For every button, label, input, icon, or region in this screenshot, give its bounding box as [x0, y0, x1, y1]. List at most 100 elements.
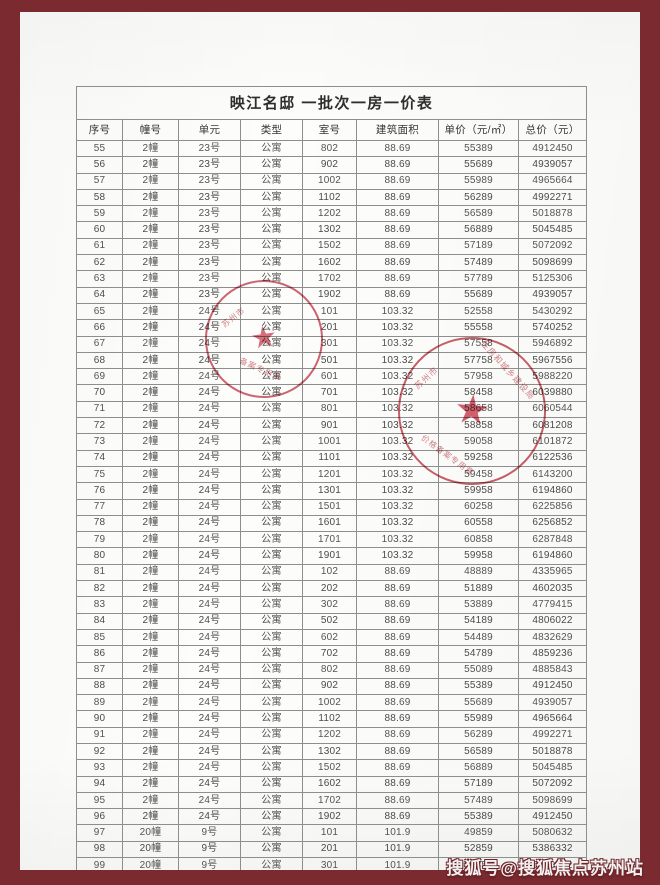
cell-r17-c7: 6081208 — [517, 417, 588, 435]
cell-r1-c0: 56 — [76, 156, 123, 174]
cell-r15-c6: 58458 — [438, 384, 519, 402]
cell-r23-c3: 公寓 — [240, 514, 303, 533]
cell-r26-c2: 24号 — [178, 563, 241, 582]
table-row: 95 2幢 24号 公寓 1702 88.69 57489 5098699 — [76, 791, 588, 810]
cell-r43-c4: 201 — [302, 840, 357, 859]
cell-r20-c6: 59458 — [438, 465, 519, 484]
cell-r10-c7: 5430292 — [517, 302, 588, 321]
cell-r28-c2: 24号 — [178, 596, 241, 614]
cell-r31-c7: 4859236 — [517, 645, 588, 663]
cell-r20-c0: 75 — [76, 465, 123, 484]
cell-r40-c4: 1702 — [302, 791, 357, 810]
cell-r1-c3: 公寓 — [240, 156, 303, 174]
table-row: 64 2幢 23号 公寓 1902 88.69 55689 4939057 — [76, 286, 588, 304]
cell-r25-c1: 2幢 — [122, 547, 179, 565]
cell-r16-c7: 6060544 — [517, 400, 588, 419]
cell-r22-c4: 1501 — [302, 498, 357, 516]
cell-r24-c5: 103.32 — [356, 531, 439, 549]
cell-r25-c7: 6194860 — [517, 547, 588, 565]
table-row: 91 2幢 24号 公寓 1202 88.69 56289 4992271 — [76, 726, 588, 744]
cell-r21-c4: 1301 — [302, 482, 357, 500]
table-row: 87 2幢 24号 公寓 802 88.69 55089 4885843 — [76, 661, 588, 679]
cell-r7-c4: 1602 — [302, 254, 357, 272]
table-row: 89 2幢 24号 公寓 1002 88.69 55689 4939057 — [76, 694, 588, 712]
table-row: 97 20幢 9号 公寓 101 101.9 49859 5080632 — [76, 824, 588, 842]
cell-r24-c0: 79 — [76, 531, 123, 549]
cell-r8-c3: 公寓 — [240, 270, 303, 288]
cell-r32-c6: 55089 — [438, 661, 519, 679]
cell-r24-c1: 2幢 — [122, 531, 179, 549]
cell-r22-c1: 2幢 — [122, 498, 179, 516]
table-row: 93 2幢 24号 公寓 1502 88.69 56889 5045485 — [76, 759, 588, 777]
cell-r36-c7: 4992271 — [517, 726, 588, 744]
cell-r2-c3: 公寓 — [240, 172, 303, 190]
cell-r29-c0: 84 — [76, 612, 123, 630]
cell-r6-c5: 88.69 — [356, 237, 439, 256]
cell-r40-c3: 公寓 — [240, 791, 303, 810]
cell-r42-c7: 5080632 — [517, 824, 588, 842]
cell-r3-c6: 56289 — [438, 188, 519, 207]
cell-r26-c0: 81 — [76, 563, 123, 582]
cell-r5-c3: 公寓 — [240, 221, 303, 239]
column-header-6: 单价（元/㎡） — [438, 119, 519, 141]
cell-r7-c7: 5098699 — [517, 254, 588, 272]
cell-r35-c4: 1102 — [302, 710, 357, 728]
cell-r1-c5: 88.69 — [356, 156, 439, 174]
table-row: 66 2幢 24号 公寓 201 103.32 55558 5740252 — [76, 319, 588, 337]
cell-r28-c1: 2幢 — [122, 596, 179, 614]
cell-r22-c2: 24号 — [178, 498, 241, 516]
cell-r39-c5: 88.69 — [356, 775, 439, 793]
document-title: 映江名邸 一批次一房一价表 — [75, 86, 588, 120]
cell-r17-c6: 58858 — [438, 417, 519, 435]
cell-r37-c1: 2幢 — [122, 742, 179, 761]
cell-r41-c2: 24号 — [178, 808, 241, 826]
cell-r36-c1: 2幢 — [122, 726, 179, 744]
cell-r10-c0: 65 — [76, 302, 123, 321]
cell-r11-c2: 24号 — [178, 319, 241, 337]
cell-r24-c4: 1701 — [302, 531, 357, 549]
cell-r9-c3: 公寓 — [240, 286, 303, 304]
cell-r1-c6: 55689 — [438, 156, 519, 174]
cell-r32-c5: 88.69 — [356, 661, 439, 679]
cell-r1-c4: 902 — [302, 156, 357, 174]
cell-r4-c6: 56589 — [438, 205, 519, 223]
cell-r16-c4: 801 — [302, 400, 357, 419]
cell-r44-c2: 9号 — [178, 857, 241, 870]
table-row: 75 2幢 24号 公寓 1201 103.32 59458 6143200 — [76, 465, 588, 484]
cell-r13-c6: 57758 — [438, 351, 519, 370]
cell-r29-c2: 24号 — [178, 612, 241, 630]
cell-r5-c6: 56889 — [438, 221, 519, 239]
cell-r31-c5: 88.69 — [356, 645, 439, 663]
cell-r43-c5: 101.9 — [356, 840, 439, 859]
cell-r28-c6: 53889 — [438, 596, 519, 614]
cell-r36-c3: 公寓 — [240, 726, 303, 744]
cell-r4-c7: 5018878 — [517, 205, 588, 223]
cell-r18-c5: 103.32 — [356, 433, 439, 451]
cell-r40-c0: 95 — [76, 791, 123, 810]
cell-r32-c2: 24号 — [178, 661, 241, 679]
cell-r27-c1: 2幢 — [122, 580, 179, 598]
cell-r20-c3: 公寓 — [240, 465, 303, 484]
cell-r3-c3: 公寓 — [240, 188, 303, 207]
table-row: 74 2幢 24号 公寓 1101 103.32 59258 6122536 — [76, 449, 588, 467]
cell-r24-c7: 6287848 — [517, 531, 588, 549]
table-row: 70 2幢 24号 公寓 701 103.32 58458 6039880 — [76, 384, 588, 402]
cell-r0-c3: 公寓 — [240, 139, 303, 158]
cell-r28-c0: 83 — [76, 596, 123, 614]
cell-r2-c1: 2幢 — [122, 172, 179, 190]
cell-r15-c1: 2幢 — [122, 384, 179, 402]
cell-r32-c3: 公寓 — [240, 661, 303, 679]
cell-r25-c4: 1901 — [302, 547, 357, 565]
cell-r36-c5: 88.69 — [356, 726, 439, 744]
cell-r19-c3: 公寓 — [240, 449, 303, 467]
cell-r17-c1: 2幢 — [122, 417, 179, 435]
table-row: 81 2幢 24号 公寓 102 88.69 48889 4335965 — [76, 563, 588, 582]
table-row: 92 2幢 24号 公寓 1302 88.69 56589 5018878 — [76, 742, 588, 761]
cell-r8-c6: 57789 — [438, 270, 519, 288]
cell-r14-c3: 公寓 — [240, 368, 303, 386]
cell-r13-c0: 68 — [76, 351, 123, 370]
cell-r40-c5: 88.69 — [356, 791, 439, 810]
scanned-document-sheet: 映江名邸 一批次一房一价表 序号 幢号 单元 类型 室号 建筑面积 单价（元/㎡） 总价（元）… — [20, 12, 640, 870]
cell-r3-c0: 58 — [76, 188, 123, 207]
price-table-body: 映江名邸 一批次一房一价表 序号 幢号 单元 类型 室号 建筑面积 单价（元/㎡） 总价（元）… — [75, 86, 588, 870]
